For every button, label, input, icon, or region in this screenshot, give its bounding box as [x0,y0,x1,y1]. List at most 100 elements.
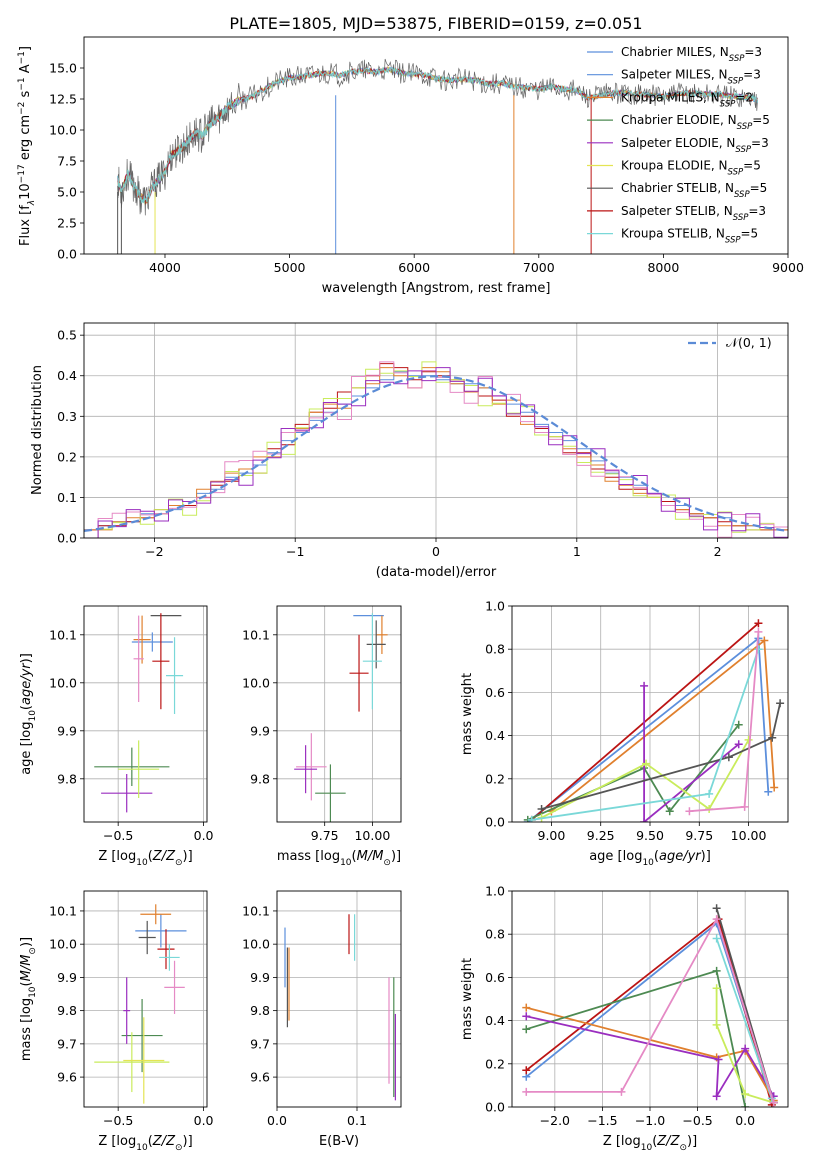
math-italic: Z/Z [152,849,176,864]
label-tail: ( [652,1134,657,1149]
weight-series-line [541,702,781,810]
y-tick-label: 0.1 [57,490,77,505]
panel-weight-vs-age: 9.00 9.25 9.50 9.75 10.00 0.0 0.2 0.4 0.6 0.8 1.0 a… [460,599,789,868]
subscript: 10 [340,858,352,868]
y-tick-label: 10.1 [49,627,77,642]
legend-label: Chabrier MILES, NSSP=3 [621,45,762,64]
label-part: s [18,90,33,101]
subscript: ⊙ [175,1143,183,1153]
weight-series-line [541,739,750,819]
subscript: ⊙ [383,858,391,868]
subscript: 10 [641,1143,653,1153]
y-tick-label: 9.8 [57,1003,77,1018]
x-tick-label: 0.0 [267,1113,287,1128]
label-part: erg cm [18,115,33,164]
y-tick-label: 10.0 [242,675,270,690]
legend-label: Chabrier STELIB, NSSP=5 [621,181,767,200]
weight-marker [734,740,743,749]
weight-marker [712,934,721,943]
legend-tail: =5 [750,181,768,195]
legend-label: Salpeter ELODIE, NSSP=3 [621,136,769,155]
weight-marker [734,720,743,729]
x-tick-label: −2.0 [540,1113,570,1128]
legend-label-text: Salpeter ELODIE, N [621,136,735,150]
label-tail: )] [183,849,193,864]
weight-series-line [525,917,773,1106]
x-tick-label: 10.00 [354,828,390,843]
y-axis-label-text: mass weight [460,673,475,755]
x-axis-label-text: (data-model)/error [376,565,497,580]
weight-marker [776,699,785,708]
subscript: λ [27,200,37,206]
x-tick-label: 0.0 [194,1113,214,1128]
weight-series-line [531,648,760,821]
legend-label: Kroupa MILES, NSSP=2 [621,90,753,109]
legend-subscript: SSP [733,213,749,223]
y-tick-label: 9.8 [250,771,270,786]
x-axis-label-text: age [log [589,849,642,864]
x-axis-label-text: E(B-V) [319,1134,359,1149]
label-part: ] [18,46,33,51]
y-axis-label: mass [log10(M/M⊙)] [19,937,38,1061]
axes-frame [276,605,402,823]
math-italic: age/yr [659,849,702,864]
y-tick-label: 15.0 [49,61,77,76]
axes-frame [83,36,789,255]
x-tick-label: 6000 [398,260,430,275]
histogram-step [84,367,788,538]
y-axis-label-text: mass [log [19,998,34,1061]
label-part: )] [19,653,34,663]
y-tick-label: 0.0 [485,815,505,830]
y-tick-label: 0.2 [485,771,505,786]
axes-frame [511,890,789,1108]
x-axis-label-text: mass [log [277,849,340,864]
weight-marker [754,619,763,628]
legend-label: 𝒩(0, 1) [726,335,772,350]
weight-series-line [526,1006,775,1101]
legend-label-text: Chabrier MILES, N [621,45,729,59]
y-tick-label: 12.5 [49,92,77,107]
x-tick-label: 9.50 [636,828,664,843]
axes-frame [83,322,789,539]
legend-subscript: SSP [737,122,753,132]
x-tick-label: 0.1 [347,1113,367,1128]
x-tick-label: −0.5 [103,828,133,843]
x-tick-label: 5000 [274,260,306,275]
label-part: 10 [18,183,33,200]
weight-series-line [526,969,747,1107]
y-tick-label: 0.0 [485,1100,505,1115]
y-tick-label: 0.4 [485,728,505,743]
weight-marker [760,636,769,645]
x-tick-label: −1 [286,544,304,559]
weight-marker [754,627,763,636]
y-tick-label: 5.0 [57,185,77,200]
superscript: −2 [17,102,27,115]
y-tick-label: 9.6 [250,1070,270,1085]
axes-frame [83,605,208,823]
weight-marker [741,1103,750,1107]
legend-subscript: SSP [735,145,751,155]
superscript: −1 [17,77,27,90]
legend-tail: =2 [735,90,753,104]
y-axis-label-text: mass weight [460,958,475,1040]
label-tail: ( [148,1134,153,1149]
legend-subscript: SSP [729,54,745,64]
weight-marker [705,789,714,798]
plot-area [522,904,778,1107]
label-tail: ( [352,849,357,864]
label-tail: ( [19,981,34,986]
label-tail: ( [19,705,34,710]
figure-title: PLATE=1805, MJD=53875, FIBERID=0159, z=0… [229,14,642,33]
axes-frame [83,890,208,1108]
weight-marker [724,753,733,762]
x-tick-label: −0.5 [103,1113,133,1128]
y-tick-label: 0.2 [485,1056,505,1071]
spectrum-series-line [117,66,759,204]
y-tick-label: 0.2 [57,449,77,464]
legend-tail: =5 [752,113,770,127]
legend-label-text: Kroupa ELODIE, N [621,159,728,173]
y-axis-label: mass weight [460,958,475,1040]
legend-subscript: SSP [728,168,744,178]
legend-label-text: Salpeter MILES, N [621,68,728,82]
